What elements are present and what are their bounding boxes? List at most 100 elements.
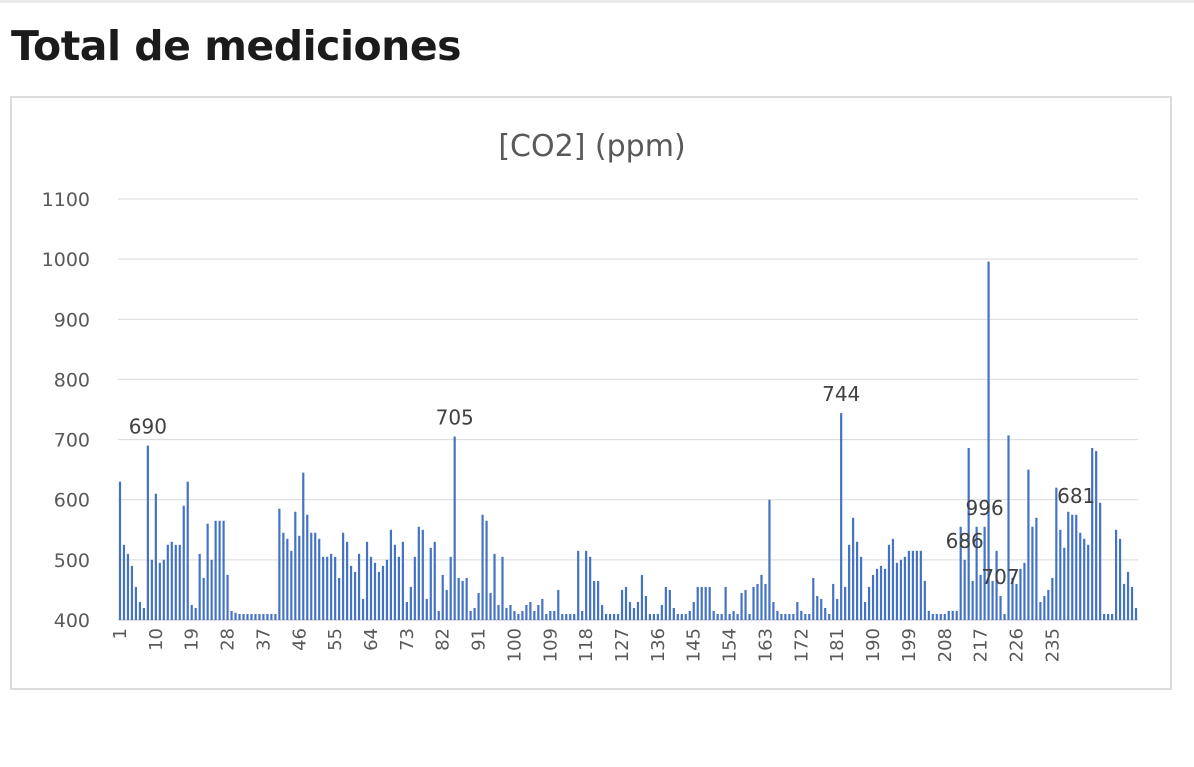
bar [166,544,169,620]
bar [1019,568,1022,620]
bar [768,499,771,620]
bar [1055,487,1058,620]
bar [314,532,317,620]
bar [1035,517,1038,620]
bar [832,583,835,620]
bar [274,613,277,620]
bar [529,601,532,620]
bar [1027,469,1030,620]
bar [1099,502,1102,620]
bar [290,550,293,620]
bar [927,610,930,620]
y-tick-label: 900 [54,309,90,331]
bar [238,613,241,620]
bar [437,610,440,620]
bar [1087,544,1090,620]
x-tick-label: 37 [253,628,274,651]
data-labels: 690 705 744 686 996 707 681 [129,382,1095,589]
bar [720,613,723,620]
bar [608,613,612,620]
bar [903,556,907,620]
bar [931,613,934,620]
bar [915,550,918,620]
bar [628,601,632,620]
bar [652,613,655,620]
bar [1007,435,1010,620]
bar [509,604,512,620]
bar [198,553,201,620]
x-tick-label: 172 [791,628,812,662]
bar [214,520,217,620]
bar [732,610,735,620]
bar [780,613,783,620]
x-tick-label: 181 [827,628,848,662]
bar [477,592,480,620]
bar [146,445,149,620]
bar [561,613,564,620]
bar [664,586,667,620]
bar [704,586,707,620]
bar [708,586,711,620]
bar [879,565,883,620]
bar [1059,529,1062,620]
bar [640,574,644,620]
bar [310,532,313,620]
x-tick-label: 163 [756,628,777,662]
bar [776,610,779,620]
bar [278,508,281,620]
bar [1091,447,1094,620]
x-tick-label: 100 [504,628,525,662]
bar [796,601,799,620]
bar [935,613,938,620]
bar [573,613,576,620]
bar [668,589,671,620]
bar [210,559,213,620]
bar [342,532,345,620]
bar [401,541,404,620]
bar [130,565,134,620]
bar [716,613,719,620]
x-tick-label: 10 [146,628,167,651]
bar [1118,538,1122,620]
bar [549,610,552,620]
bar [433,541,436,620]
bar [995,550,998,620]
bar [740,592,743,620]
bar [569,613,572,620]
bar [1031,526,1034,620]
bar [270,613,273,620]
bar [242,613,245,620]
bar [1134,607,1138,620]
x-tick-label: 208 [935,628,956,662]
bar [493,553,496,620]
bar [230,610,233,620]
bar [262,613,265,620]
bar [672,607,675,620]
bar [186,481,189,620]
bar [1130,586,1134,620]
x-tick-label: 46 [289,628,310,651]
bar [513,610,516,620]
bar [844,586,847,620]
bar [501,556,504,620]
bar [441,574,444,620]
x-tick-label: 55 [325,628,346,651]
bar [648,613,652,620]
bar [365,541,369,620]
bar [764,583,767,620]
x-tick-label: 19 [182,628,203,651]
bar [134,586,138,620]
data-label: 707 [981,565,1019,589]
bar [955,610,958,620]
bar [473,607,476,620]
y-tick-label: 400 [54,610,90,632]
bar [469,610,472,620]
bar [182,505,185,620]
y-tick-label: 1000 [42,249,90,271]
bar [696,586,699,620]
bar [481,514,484,620]
bar [234,612,237,620]
x-tick-label: 109 [540,628,561,662]
bar [286,538,289,620]
bar [346,541,349,620]
